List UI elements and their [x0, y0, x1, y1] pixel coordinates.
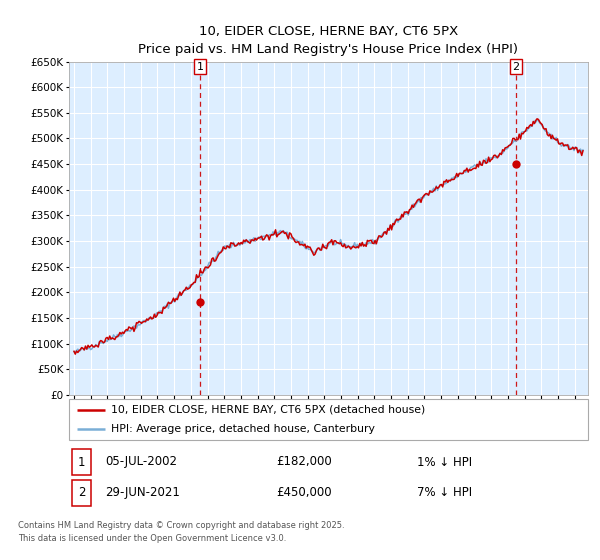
Text: 2: 2 [78, 486, 85, 500]
Text: 2: 2 [512, 62, 520, 72]
Text: £182,000: £182,000 [277, 455, 332, 469]
Text: 29-JUN-2021: 29-JUN-2021 [106, 486, 180, 500]
Title: 10, EIDER CLOSE, HERNE BAY, CT6 5PX
Price paid vs. HM Land Registry's House Pric: 10, EIDER CLOSE, HERNE BAY, CT6 5PX Pric… [139, 25, 518, 56]
Text: 1: 1 [196, 62, 203, 72]
Text: 05-JUL-2002: 05-JUL-2002 [106, 455, 178, 469]
Text: £450,000: £450,000 [277, 486, 332, 500]
Text: HPI: Average price, detached house, Canterbury: HPI: Average price, detached house, Cant… [110, 424, 374, 434]
FancyBboxPatch shape [71, 449, 91, 475]
Text: 7% ↓ HPI: 7% ↓ HPI [417, 486, 472, 500]
Text: 1: 1 [78, 455, 85, 469]
FancyBboxPatch shape [71, 479, 91, 506]
Text: 1% ↓ HPI: 1% ↓ HPI [417, 455, 472, 469]
FancyBboxPatch shape [69, 399, 588, 440]
Text: 10, EIDER CLOSE, HERNE BAY, CT6 5PX (detached house): 10, EIDER CLOSE, HERNE BAY, CT6 5PX (det… [110, 405, 425, 415]
Text: Contains HM Land Registry data © Crown copyright and database right 2025.
This d: Contains HM Land Registry data © Crown c… [18, 521, 344, 543]
